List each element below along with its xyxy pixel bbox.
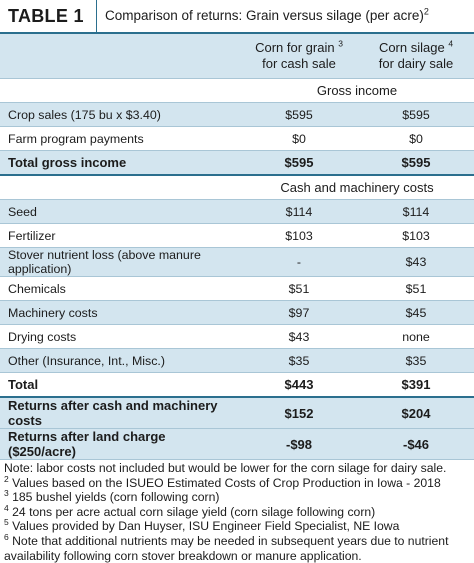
cell-silage: $391: [358, 372, 474, 398]
cell-grain: $443: [240, 372, 358, 398]
col-header-silage-line2: for dairy sale: [378, 56, 454, 71]
returns-land-row: Returns after land charge ($250/acre) -$…: [0, 428, 474, 460]
table-row: Fertilizer $103 $103: [0, 223, 474, 248]
footnote-2-text: Values based on the ISUEO Estimated Cost…: [12, 475, 441, 490]
returns-cash-row: Returns after cash and machinery costs $…: [0, 397, 474, 429]
table-title-text: Comparison of returns: Grain versus sila…: [105, 8, 424, 23]
col-header-grain: Corn for grain 3 for cash sale: [240, 34, 358, 79]
footnote-5-mark: 5: [4, 517, 9, 528]
table-row: Drying costs $43 none: [0, 324, 474, 349]
table-notes: Note: labor costs not included but would…: [0, 460, 474, 563]
cell-silage: $51: [358, 276, 474, 301]
cell-silage: $43: [358, 247, 474, 277]
col-header-silage-line1: Corn silage: [378, 40, 445, 55]
returns-table: Corn for grain 3 for cash sale Corn silag…: [0, 34, 474, 460]
row-label: Stover nutrient loss (above manure appli…: [0, 247, 240, 277]
cell-silage: $114: [358, 199, 474, 224]
table-title-footnote: 2: [423, 6, 429, 17]
table-label: TABLE 1: [8, 6, 84, 26]
cell-silage: $595: [358, 150, 474, 176]
footnote-4: 4 24 tons per acre actual corn silage yi…: [4, 502, 470, 520]
row-label: Total: [0, 372, 240, 398]
cell-grain: $103: [240, 223, 358, 248]
footnote-6: 6 Note that additional nutrients may be …: [4, 531, 470, 563]
table-row: Seed $114 $114: [0, 199, 474, 224]
cell-grain: $114: [240, 199, 358, 224]
total-costs-row: Total $443 $391: [0, 372, 474, 398]
cell-grain: $0: [240, 126, 358, 151]
total-gross-row: Total gross income $595 $595: [0, 150, 474, 176]
section-row-costs: Cash and machinery costs: [0, 175, 474, 200]
section-title-costs: Cash and machinery costs: [240, 175, 474, 200]
col-header-silage-sup: 4: [448, 38, 454, 49]
footnote-3: 3 185 bushel yields (corn following corn…: [4, 488, 470, 505]
section-title-gross: Gross income: [240, 78, 474, 103]
cell-grain: $43: [240, 324, 358, 349]
cell-silage: $103: [358, 223, 474, 248]
col-header-grain-sup: 3: [338, 38, 343, 49]
section-blank: [0, 175, 240, 200]
cell-silage: $595: [358, 102, 474, 127]
cell-grain: $35: [240, 348, 358, 373]
table-row: Other (Insurance, Int., Misc.) $35 $35: [0, 348, 474, 373]
cell-grain: $595: [240, 102, 358, 127]
footnote-3-mark: 3: [4, 488, 9, 499]
row-label: Total gross income: [0, 150, 240, 176]
row-label: Crop sales (175 bu x $3.40): [0, 102, 240, 127]
footnote-4-text: 24 tons per acre actual corn silage yiel…: [12, 504, 376, 519]
footnote-3-text: 185 bushel yields (corn following corn): [12, 490, 220, 505]
table-title-bar: TABLE 1 Comparison of returns: Grain ver…: [0, 0, 474, 34]
table-title: Comparison of returns: Grain versus sila…: [96, 0, 474, 32]
footnote-6-mark: 6: [4, 531, 9, 542]
section-row-gross: Gross income: [0, 78, 474, 103]
section-blank: [0, 78, 240, 103]
footnote-2-mark: 2: [4, 473, 9, 484]
header-blank: [0, 34, 240, 79]
cell-silage: $0: [358, 126, 474, 151]
col-header-grain-line1: Corn for grain: [255, 40, 335, 55]
table-row: Crop sales (175 bu x $3.40) $595 $595: [0, 102, 474, 127]
cell-grain: $595: [240, 150, 358, 176]
row-label: Farm program payments: [0, 126, 240, 151]
cell-grain: -$98: [240, 428, 358, 460]
column-header-row: Corn for grain 3 for cash sale Corn silag…: [0, 34, 474, 79]
row-label: Seed: [0, 199, 240, 224]
cell-grain: $97: [240, 300, 358, 325]
col-header-silage: Corn silage 4 for dairy sale: [358, 34, 474, 79]
table-row: Chemicals $51 $51: [0, 276, 474, 301]
row-label: Fertilizer: [0, 223, 240, 248]
footnote-5-text: Values provided by Dan Huyser, ISU Engin…: [12, 519, 400, 534]
cell-grain: $51: [240, 276, 358, 301]
cell-silage: $204: [358, 397, 474, 429]
cell-grain: -: [240, 247, 358, 277]
table-row: Farm program payments $0 $0: [0, 126, 474, 151]
row-label: Returns after cash and machinery costs: [0, 397, 240, 429]
row-label: Other (Insurance, Int., Misc.): [0, 348, 240, 373]
table-row: Stover nutrient loss (above manure appli…: [0, 247, 474, 277]
row-label: Drying costs: [0, 324, 240, 349]
row-label: Returns after land charge ($250/acre): [0, 428, 240, 460]
cell-silage: $35: [358, 348, 474, 373]
row-label: Chemicals: [0, 276, 240, 301]
footnote-6-text: Note that additional nutrients may be ne…: [4, 533, 449, 563]
footnote-4-mark: 4: [4, 502, 9, 513]
note-labor: Note: labor costs not included but would…: [4, 461, 447, 475]
cell-grain: $152: [240, 397, 358, 429]
footnote-2: 2 Values based on the ISUEO Estimated Co…: [4, 473, 470, 491]
cell-silage: none: [358, 324, 474, 349]
footnote-5: 5 Values provided by Dan Huyser, ISU Eng…: [4, 517, 470, 534]
col-header-grain-line2: for cash sale: [262, 56, 336, 71]
table-row: Machinery costs $97 $45: [0, 300, 474, 325]
cell-silage: $45: [358, 300, 474, 325]
row-label: Machinery costs: [0, 300, 240, 325]
cell-silage: -$46: [358, 428, 474, 460]
